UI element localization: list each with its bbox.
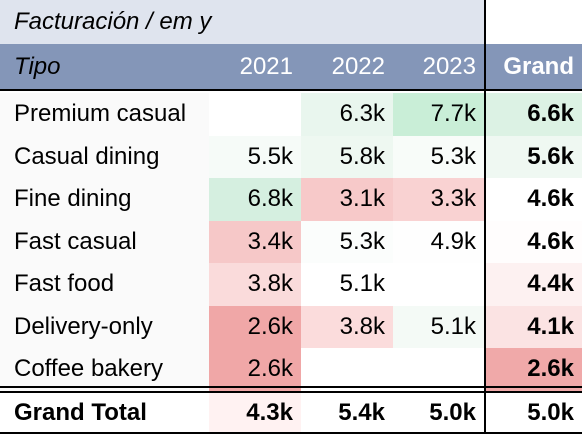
value-cell-2022[interactable]: 5.8k	[301, 135, 393, 178]
value-cell-2021[interactable]: 2.6k	[209, 348, 301, 391]
value-cell-2023[interactable]: 7.7k	[393, 93, 484, 136]
value-cell-2023[interactable]: 5.1k	[393, 305, 484, 348]
value-cell-2022[interactable]	[301, 348, 393, 391]
value-cell-grand[interactable]: 5.6k	[486, 135, 582, 178]
row-label[interactable]: Delivery-only	[0, 305, 209, 348]
row-label[interactable]: Fast casual	[0, 220, 209, 263]
value-cell-grand[interactable]: 4.6k	[486, 220, 582, 263]
grand-total-cell-2023[interactable]: 5.0k	[393, 393, 484, 432]
column-header-2022[interactable]: 2022	[301, 44, 393, 90]
value-cell-2023[interactable]	[393, 263, 484, 306]
grand-total-label[interactable]: Grand Total	[0, 393, 209, 432]
total-top-border-1	[0, 386, 582, 388]
value-cell-grand[interactable]: 4.6k	[486, 178, 582, 221]
column-header-2023[interactable]: 2023	[393, 44, 484, 90]
value-cell-2022[interactable]: 6.3k	[301, 93, 393, 136]
grand-column-separator	[484, 0, 486, 434]
value-cell-2023[interactable]	[393, 348, 484, 391]
value-cell-2023[interactable]: 4.9k	[393, 220, 484, 263]
value-cell-2023[interactable]: 5.3k	[393, 135, 484, 178]
column-header-2021[interactable]: 2021	[209, 44, 301, 90]
value-cell-2022[interactable]: 3.1k	[301, 178, 393, 221]
header-bottom-border	[0, 89, 582, 91]
value-cell-2022[interactable]: 5.1k	[301, 263, 393, 306]
grand-total-cell-grand[interactable]: 5.0k	[486, 393, 582, 432]
value-cell-2021[interactable]: 2.6k	[209, 305, 301, 348]
pivot-title: Facturación / em y	[0, 0, 484, 44]
value-cell-2022[interactable]: 5.3k	[301, 220, 393, 263]
row-label[interactable]: Fine dining	[0, 178, 209, 221]
value-cell-grand[interactable]: 4.1k	[486, 305, 582, 348]
value-cell-2021[interactable]: 6.8k	[209, 178, 301, 221]
value-cell-2021[interactable]: 3.8k	[209, 263, 301, 306]
grand-total-cell-2022[interactable]: 5.4k	[301, 393, 393, 432]
value-cell-grand[interactable]: 2.6k	[486, 348, 582, 391]
row-label[interactable]: Casual dining	[0, 135, 209, 178]
value-cell-2021[interactable]: 5.5k	[209, 135, 301, 178]
grand-total-cell-2021[interactable]: 4.3k	[209, 393, 301, 432]
value-cell-2021[interactable]	[209, 93, 301, 136]
total-top-border-2	[0, 391, 582, 393]
title-row-right-cell	[486, 0, 582, 44]
value-cell-grand[interactable]: 6.6k	[486, 93, 582, 136]
value-cell-2023[interactable]: 3.3k	[393, 178, 484, 221]
value-cell-2021[interactable]: 3.4k	[209, 220, 301, 263]
table-bottom-border	[0, 432, 582, 434]
row-label[interactable]: Fast food	[0, 263, 209, 306]
row-label[interactable]: Coffee bakery	[0, 348, 209, 391]
column-header-grand[interactable]: Grand	[486, 44, 582, 90]
row-field-header[interactable]: Tipo	[0, 44, 209, 90]
row-label[interactable]: Premium casual	[0, 93, 209, 136]
value-cell-2022[interactable]: 3.8k	[301, 305, 393, 348]
value-cell-grand[interactable]: 4.4k	[486, 263, 582, 306]
